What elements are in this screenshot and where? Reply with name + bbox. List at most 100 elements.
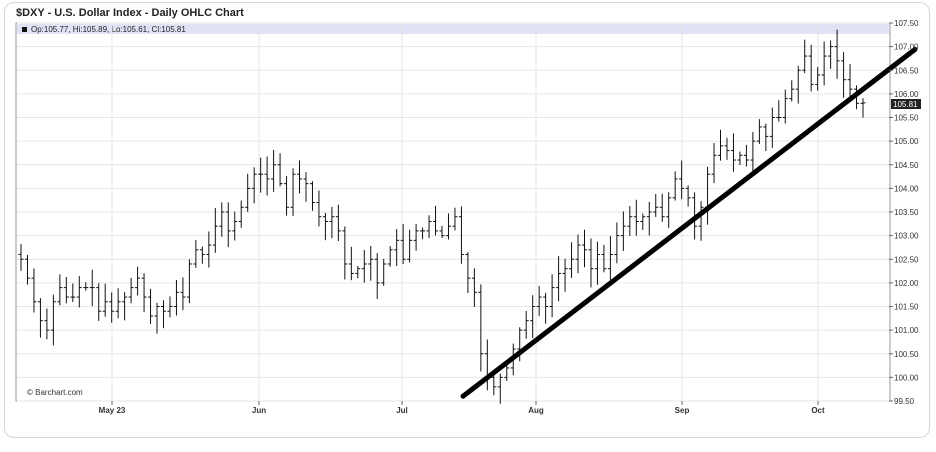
ohlc-bar: [601, 244, 607, 273]
ohlc-bar: [672, 171, 678, 201]
ohlc-bar: [782, 89, 788, 124]
ohlc-bar: [847, 64, 853, 99]
x-tick-label: Aug: [528, 406, 544, 415]
ohlc-bar: [433, 206, 439, 236]
ohlc-bar: [789, 80, 795, 102]
y-tick-label: 104.00: [894, 184, 919, 193]
ohlc-bar: [193, 239, 199, 268]
ohlc-bar: [160, 300, 166, 329]
ohlc-bar: [44, 308, 50, 340]
ohlc-bar: [76, 275, 82, 308]
ohlc-bar: [122, 291, 128, 321]
ohlc-bar: [420, 227, 426, 240]
y-tick-label: 105.00: [894, 137, 919, 146]
y-tick-label: 106.50: [894, 66, 919, 75]
ohlc-bar: [303, 172, 309, 202]
x-tick-label: Jul: [396, 406, 408, 415]
credit-text: © Barchart.com: [27, 388, 83, 397]
ohlc-bar: [63, 276, 69, 304]
ohlc-bar: [374, 253, 380, 299]
y-tick-label: 105.50: [894, 114, 919, 123]
ohlc-bar: [89, 269, 95, 307]
y-tick-label: 107.50: [894, 19, 919, 28]
ohlc-bar: [569, 242, 575, 278]
ohlc-bar: [128, 277, 134, 304]
ohlc-bars: [18, 29, 866, 404]
ohlc-bar: [70, 283, 76, 303]
ohlc-bar: [348, 246, 354, 281]
x-axis: May 23 Jun Jul Aug Sep Oct: [99, 401, 825, 415]
ohlc-bar: [335, 204, 341, 242]
ohlc-bar: [588, 238, 594, 288]
y-tick-label: 103.50: [894, 208, 919, 217]
x-tick-label: Sep: [675, 406, 690, 415]
ohlc-bar: [277, 153, 283, 187]
ohlc-bar: [685, 185, 691, 207]
ohlc-bar: [659, 193, 665, 222]
y-tick-label: 101.00: [894, 326, 919, 335]
ohlc-bar: [387, 246, 393, 267]
ohlc-bar: [750, 132, 756, 171]
ohlc-bar: [834, 29, 840, 79]
ohlc-bar: [316, 190, 322, 227]
ohlc-bar: [724, 137, 730, 160]
chart-title: $DXY - U.S. Dollar Index - Daily OHLC Ch…: [16, 7, 244, 19]
ohlc-bar: [309, 181, 315, 211]
ohlc-bar: [627, 206, 633, 236]
ohlc-bar: [50, 294, 56, 346]
ohlc-bar: [536, 285, 542, 316]
ohlc-bar: [549, 274, 555, 318]
ohlc-bar: [465, 252, 471, 294]
ohlc-bar: [329, 206, 335, 239]
ohlc-bar: [232, 211, 238, 241]
ohlc-bar: [83, 282, 89, 291]
ohlc-bar: [24, 254, 30, 285]
y-tick-label: 102.50: [894, 255, 919, 264]
ohlc-bar: [718, 129, 724, 161]
ohlc-bar: [562, 258, 568, 292]
ohlc-bar: [795, 65, 801, 104]
ohlc-bar: [607, 236, 613, 281]
ohlc-bar: [523, 311, 529, 339]
x-tick-label: Oct: [811, 406, 825, 415]
ohlc-bar: [219, 202, 225, 237]
ohlc-bar: [400, 224, 406, 265]
last-price-box: [891, 99, 921, 109]
ohlc-bar: [439, 225, 445, 239]
ohlc-bar: [141, 273, 147, 313]
ohlc-bar: [821, 41, 827, 86]
ohlc-bar: [543, 292, 549, 324]
ohlc-bar: [730, 133, 736, 172]
ohlc-bar: [653, 194, 659, 217]
y-tick-label: 102.00: [894, 279, 919, 288]
ohlc-bar: [148, 288, 154, 325]
ohlc-bar: [458, 206, 464, 264]
ohlc-bar: [186, 259, 192, 304]
ohlc-bar: [154, 302, 160, 334]
ohlc-bar: [841, 52, 847, 98]
ohlc-bar: [180, 277, 186, 311]
ohlc-bar: [737, 151, 743, 166]
ohlc-bar: [290, 168, 296, 217]
ohlc-bar: [452, 207, 458, 231]
ohlc-bar: [860, 98, 866, 118]
ohlc-bar: [238, 200, 244, 228]
ohlc-bar: [769, 107, 775, 148]
ohlc-bar: [167, 296, 173, 318]
ohlc-bar: [679, 160, 685, 200]
ohlc-bar: [802, 39, 808, 74]
ohlc-bar: [445, 213, 451, 240]
ohlc-bar: [251, 167, 257, 204]
y-tick-label: 107.00: [894, 43, 919, 52]
ohlc-bar: [342, 226, 348, 280]
ohlc-bar: [96, 283, 102, 321]
ohlc-bar: [478, 284, 484, 372]
ohlc-bar: [575, 234, 581, 274]
ohlc-bar: [763, 123, 769, 152]
ohlc-bar: [407, 229, 413, 263]
ohlc-bar: [666, 192, 672, 228]
ohlc-bar: [808, 44, 814, 92]
trendline: [460, 46, 918, 399]
legend-text: Op:105.77, Hi:105.89, Lo:105.61, Cl:105.…: [31, 25, 186, 34]
